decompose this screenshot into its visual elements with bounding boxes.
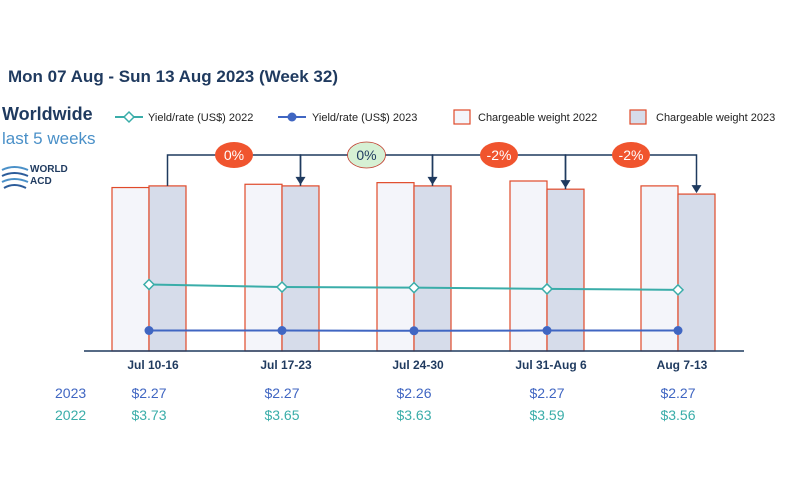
bar-weight-2022 — [376, 182, 415, 352]
point-yield-2023 — [409, 326, 419, 336]
period-label: last 5 weeks — [2, 129, 96, 148]
table-value: $2.26 — [396, 385, 431, 401]
table-value: $3.56 — [660, 407, 695, 423]
change-badge-label: 0% — [356, 147, 376, 163]
bar-weight-2022 — [640, 185, 679, 352]
table-value: $3.73 — [131, 407, 166, 423]
x-tick-label: Jul 17-23 — [260, 358, 312, 372]
change-badge — [612, 142, 650, 168]
table-value: $2.27 — [264, 385, 299, 401]
table-row-label: 2023 — [55, 385, 86, 401]
point-yield-2023 — [277, 325, 287, 335]
point-yield-2022 — [407, 281, 421, 294]
bar-weight-2022 — [509, 180, 548, 352]
table-row-label: 2022 — [55, 407, 86, 423]
point-yield-2022 — [275, 280, 289, 294]
table-value: $3.63 — [396, 407, 431, 423]
table-value: $3.59 — [529, 407, 564, 423]
bar-weight-2023 — [413, 185, 452, 352]
point-yield-2023 — [144, 325, 154, 335]
world-acd-logo-icon — [1, 166, 29, 189]
bar-weight-2023 — [281, 185, 320, 352]
point-yield-2023 — [542, 325, 552, 335]
change-badge-label: 0% — [224, 147, 244, 163]
table-value: $2.27 — [529, 385, 564, 401]
table-value: $2.27 — [660, 385, 695, 401]
region-label: Worldwide — [2, 104, 93, 124]
legend-box-weight-2023 — [629, 109, 647, 125]
change-badge — [215, 142, 253, 168]
legend-label: Chargeable weight 2022 — [478, 112, 597, 124]
logo-text-line-1: WORLD — [30, 164, 68, 175]
change-badge-label: -2% — [619, 147, 644, 163]
logo-text: WORLD ACD — [30, 164, 68, 188]
legend-label: Yield/rate (US$) 2023 — [312, 112, 417, 124]
change-badge-label: -2% — [487, 147, 512, 163]
legend-dot-icon — [287, 112, 297, 122]
change-badge — [347, 141, 386, 169]
point-yield-2022 — [671, 283, 685, 296]
change-arrow-icon — [691, 185, 702, 194]
x-tick-label: Jul 10-16 — [127, 358, 179, 372]
legend-box-weight-2022 — [453, 109, 471, 125]
point-yield-2023 — [673, 325, 683, 335]
change-badge — [480, 142, 518, 168]
x-tick-label: Aug 7-13 — [657, 358, 708, 372]
bar-weight-2023 — [677, 193, 716, 352]
legend-label: Chargeable weight 2023 — [656, 112, 775, 124]
bar-weight-2022 — [111, 186, 150, 352]
table-value: $3.65 — [264, 407, 299, 423]
legend-label: Yield/rate (US$) 2022 — [148, 112, 253, 124]
bar-weight-2023 — [148, 185, 187, 352]
legend-diamond-icon — [122, 110, 136, 124]
chart-title: Mon 07 Aug - Sun 13 Aug 2023 (Week 32) — [8, 67, 339, 86]
logo-text-line-2: ACD — [30, 176, 52, 187]
bar-weight-2022 — [244, 183, 283, 352]
x-tick-label: Jul 24-30 — [392, 358, 444, 372]
point-yield-2022 — [540, 282, 554, 295]
x-tick-label: Jul 31-Aug 6 — [515, 358, 587, 372]
point-yield-2022 — [142, 278, 156, 291]
table-value: $2.27 — [131, 385, 166, 401]
bar-weight-2023 — [546, 188, 585, 352]
